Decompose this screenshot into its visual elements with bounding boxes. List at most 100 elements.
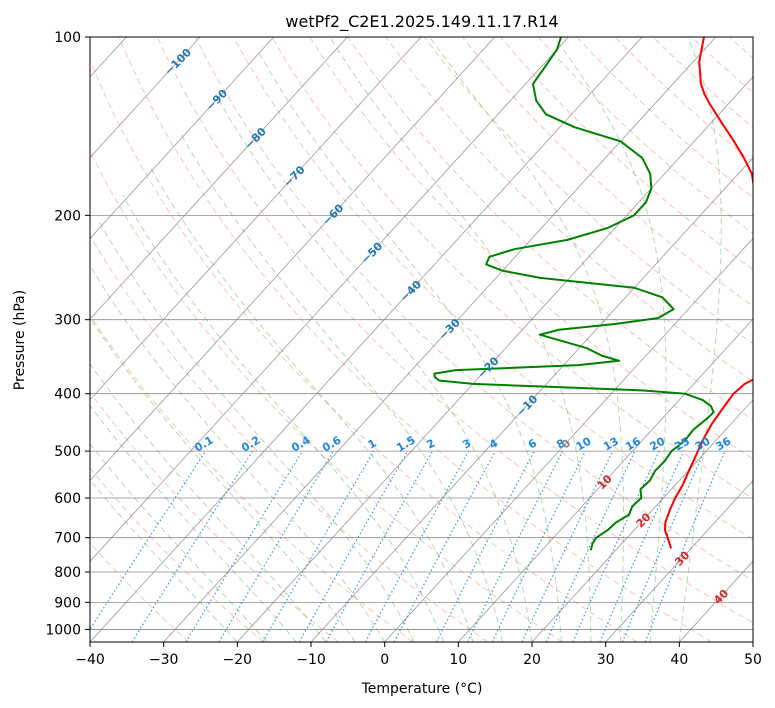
isotherm-line <box>90 37 422 401</box>
mixing-ratio-label: 16 <box>623 434 643 453</box>
isotherm-line <box>752 641 753 642</box>
isotherm-label: −100 <box>162 46 194 78</box>
mixing-ratio-label: 3 <box>460 437 473 452</box>
moist-adiabat <box>149 165 474 642</box>
dry-adiabat <box>309 37 753 460</box>
dry-adiabat <box>90 314 414 642</box>
isotherm-line <box>605 479 753 642</box>
y-axis: 100 200 300 400 500 600 700 800 900 1000 <box>45 30 90 638</box>
y-tick-label: 700 <box>54 531 81 547</box>
mixing-ratio-line <box>364 450 470 642</box>
mixing-ratio-line <box>131 450 254 642</box>
dry-adiabat <box>461 37 753 308</box>
dry-adiabat <box>232 37 753 540</box>
mixing-ratio-line <box>599 450 685 642</box>
line-labels: 0.1 0.2 0.4 0.6 1 1.5 2 3 4 6 8 10 13 16 20 25 30 36−100−… <box>162 46 733 607</box>
mixing-ratio-line <box>545 450 636 642</box>
x-tick-label: −20 <box>223 652 253 668</box>
isotherm-line <box>458 318 753 642</box>
y-tick-label: 600 <box>54 491 81 507</box>
dry-adiabat <box>576 37 753 199</box>
x-tick-label: −10 <box>296 652 326 668</box>
dewpoint-line <box>433 37 715 551</box>
mixing-ratio-label: 10 <box>574 434 594 453</box>
mixing-ratio-label: 6 <box>526 436 539 451</box>
x-tick-label: 0 <box>380 652 389 668</box>
y-tick-label: 400 <box>54 387 81 403</box>
isotherm-line <box>237 76 753 642</box>
mixing-ratio-label: 36 <box>713 434 733 453</box>
mixing-ratio-line <box>572 450 660 642</box>
x-tick-label: −30 <box>149 652 179 668</box>
isotherm-label: −60 <box>320 201 347 228</box>
dry-adiabat <box>156 37 753 624</box>
moist-adiabat <box>329 37 592 642</box>
x-tick-label: 10 <box>449 652 467 668</box>
isotherm-label: −10 <box>514 392 541 419</box>
dry-adiabat <box>90 150 563 642</box>
moist-adiabat <box>678 37 722 642</box>
mixing-ratio-line <box>393 450 496 642</box>
y-tick-label: 200 <box>54 208 81 224</box>
dry-adiabat <box>90 59 638 642</box>
dry-adiabat <box>652 37 753 128</box>
isotherm-label: −90 <box>204 87 231 114</box>
dry-adiabat <box>271 37 753 500</box>
temperature-line <box>663 37 753 549</box>
moist-adiabat <box>90 404 297 642</box>
isotherm-label: −80 <box>242 125 269 152</box>
dry-adiabat <box>194 37 753 582</box>
x-tick-label: 40 <box>670 652 688 668</box>
isotherm-line <box>90 37 643 642</box>
moist-adiabat <box>98 221 415 642</box>
isotherm-label: −70 <box>281 163 308 190</box>
mixing-ratio-line <box>185 450 304 642</box>
moist-adiabat <box>90 363 327 642</box>
chart-title: wetPf2_C2E1.2025.149.11.17.R14 <box>285 12 558 32</box>
profile-lines <box>433 37 753 551</box>
y-tick-label: 300 <box>54 313 81 329</box>
y-tick-label: 900 <box>54 595 81 611</box>
mixing-ratio-line <box>325 450 434 642</box>
y-tick-label: 800 <box>54 565 81 581</box>
mixing-ratio-line <box>90 450 207 631</box>
mixing-ratio-line <box>466 450 564 642</box>
mixing-ratio-label: 25 <box>672 435 692 454</box>
x-tick-label: 20 <box>523 652 541 668</box>
moist-adiabat <box>215 94 533 642</box>
mixing-ratio-label: 13 <box>601 435 621 454</box>
grid-lines <box>90 37 753 642</box>
isotherm-line <box>90 37 201 159</box>
x-axis: −40 −30 −20 −10 0 10 20 30 40 50 <box>75 642 762 668</box>
moist-adiabat <box>90 479 238 642</box>
isotherm-line <box>310 157 753 642</box>
dry-adiabat <box>90 542 190 642</box>
moist-adiabat <box>429 37 625 642</box>
mixing-ratio-label: 4 <box>487 436 500 451</box>
isotherm-label: −40 <box>398 278 425 305</box>
x-tick-label: 30 <box>597 652 615 668</box>
dry-adiabat <box>90 467 264 642</box>
background-lines <box>90 37 753 642</box>
y-tick-label: 500 <box>54 444 81 460</box>
dry-adiabat <box>690 37 753 94</box>
dry-adiabat <box>423 37 753 345</box>
moist-adiabat <box>553 37 667 642</box>
x-axis-label: Temperature (°C) <box>361 681 483 697</box>
isotherm-line <box>90 37 348 320</box>
y-axis-label: Pressure (hPa) <box>12 290 28 390</box>
moist-adiabat <box>90 317 356 642</box>
dry-adiabat <box>90 234 488 642</box>
x-tick-label: −40 <box>75 652 105 668</box>
moist-adiabat <box>90 264 386 642</box>
isotherm-line <box>531 399 753 642</box>
isotherm-label: −50 <box>359 239 386 266</box>
mixing-ratio-label: 30 <box>693 434 713 453</box>
moist-adiabat <box>256 49 562 642</box>
x-tick-label: 50 <box>744 652 762 668</box>
isotherm-line <box>90 37 569 562</box>
isotherm-line <box>163 37 717 642</box>
dry-adiabat <box>728 37 753 59</box>
isotherm-line <box>90 37 275 239</box>
